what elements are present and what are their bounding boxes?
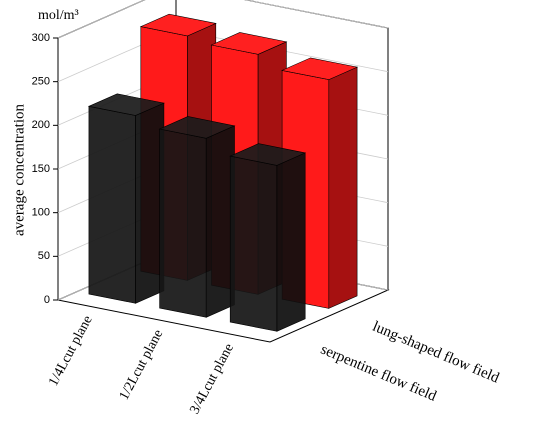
bar-front xyxy=(229,155,278,332)
bar-top xyxy=(229,143,307,166)
bar-top xyxy=(158,116,236,139)
bar-front xyxy=(159,128,207,318)
grid-line xyxy=(57,0,389,39)
y-tick-label: 100 xyxy=(32,207,50,219)
bar-side xyxy=(328,66,358,309)
y-tick-label: 50 xyxy=(38,250,50,262)
x-tick-label: 3/4Lcut plane xyxy=(187,341,237,416)
y-axis-label: average concentration xyxy=(11,104,27,237)
y-tick-label: 0 xyxy=(44,294,50,306)
y-tick-label: 300 xyxy=(32,32,50,44)
bar-top xyxy=(210,32,288,55)
bar-front xyxy=(88,105,136,304)
unit-label: mol/m³ xyxy=(38,8,79,23)
bar-top xyxy=(139,13,217,37)
y-tick-label: 200 xyxy=(32,119,50,131)
bar-top xyxy=(87,93,165,116)
y-tick-label: 150 xyxy=(32,163,50,175)
x-tick-label: 1/2Lcut plane xyxy=(117,327,167,402)
bar-side xyxy=(276,152,306,332)
x-tick-label: 1/4Lcut plane xyxy=(46,313,96,388)
bar-top xyxy=(281,57,359,80)
y-tick-label: 250 xyxy=(32,76,50,88)
